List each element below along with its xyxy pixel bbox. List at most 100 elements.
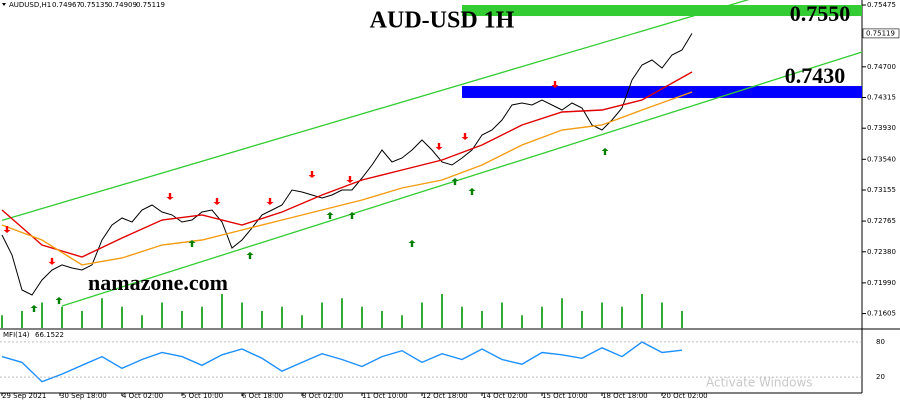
volume-bar — [541, 306, 543, 328]
volume-bar — [361, 306, 363, 328]
volume-bar — [81, 311, 83, 328]
zone-label: 0.7430 — [785, 63, 846, 88]
zone-label: 0.7550 — [790, 1, 851, 26]
header-low: 0.74909 — [108, 1, 137, 9]
header-close: 0.75119 — [136, 1, 165, 9]
volume-bar — [141, 315, 143, 328]
signal-arrow-down — [308, 170, 316, 178]
volume-bar — [401, 315, 403, 328]
y-tick-label: 0.73155 — [867, 186, 896, 194]
y-tick-label: 0.73540 — [867, 155, 896, 163]
site-name: namazone.com — [88, 270, 228, 295]
signal-arrow-down — [346, 175, 354, 183]
volume-bar — [561, 298, 563, 328]
y-tick-label: 0.72380 — [867, 248, 896, 256]
signal-arrow-down — [461, 133, 469, 141]
signal-arrow-down — [551, 81, 559, 89]
header-high: 0.75135 — [80, 1, 109, 9]
mfi-tick-label: 80 — [876, 338, 885, 346]
volume-bar — [381, 311, 383, 328]
x-tick-label: 5 Oct 10:00 — [182, 392, 223, 400]
x-tick-label: 30 Sep 18:00 — [60, 392, 107, 400]
signal-arrow-up — [468, 187, 476, 195]
volume-bar — [681, 311, 683, 328]
volume-bar — [1, 315, 3, 328]
volume-bar — [21, 311, 23, 328]
header-symbol: AUDUSD,H1 — [9, 1, 51, 9]
volume-bar — [301, 315, 303, 328]
mfi-label: MFI(14) — [3, 331, 30, 339]
signal-arrow-up — [30, 304, 38, 312]
volume-bar — [221, 294, 223, 328]
volume-bar — [261, 311, 263, 328]
signal-arrow-down — [266, 197, 274, 205]
y-tick-label: 0.73930 — [867, 124, 896, 132]
volume-bar — [661, 302, 663, 328]
volume-bar — [181, 311, 183, 328]
y-tick-label: 0.72765 — [867, 217, 896, 225]
volume-bar — [201, 306, 203, 328]
signal-arrow-up — [188, 239, 196, 247]
channel-line — [61, 51, 863, 307]
volume-bar — [161, 302, 163, 328]
volume-bar — [501, 302, 503, 328]
mfi-tick-label: 20 — [876, 373, 885, 381]
last-price-label: 0.75119 — [866, 29, 895, 37]
mfi-line — [1, 341, 683, 383]
x-tick-label: 20 Oct 02:00 — [662, 392, 708, 400]
x-tick-label: 29 Sep 2021 — [2, 392, 46, 400]
volume-bar — [621, 306, 623, 328]
volume-bar — [441, 294, 443, 328]
signal-arrow-up — [408, 239, 416, 247]
moving-average — [1, 91, 693, 266]
y-tick-label: 0.71990 — [867, 279, 896, 287]
volume-bar — [41, 302, 43, 328]
price-line — [1, 33, 693, 296]
x-tick-label: 12 Oct 18:00 — [422, 392, 468, 400]
y-tick-label: 0.75475 — [867, 1, 896, 9]
y-tick-label: 0.74315 — [867, 94, 896, 102]
mfi-value: 66.1522 — [35, 331, 64, 339]
volume-bar — [481, 311, 483, 328]
signal-arrow-down — [213, 197, 221, 205]
signal-arrow-up — [601, 147, 609, 155]
y-tick-label: 0.71605 — [867, 310, 896, 318]
volume-bar — [421, 302, 423, 328]
header-open: 0.74967 — [52, 1, 81, 9]
moving-average — [1, 71, 693, 258]
signal-arrow-up — [246, 251, 254, 259]
signal-arrow-up — [55, 296, 63, 304]
signal-arrow-up — [348, 211, 356, 219]
volume-bar — [601, 302, 603, 328]
x-tick-label: 11 Oct 10:00 — [362, 392, 408, 400]
channel-line — [1, 0, 750, 221]
signal-arrow-down — [3, 225, 11, 233]
watermark: Activate Windows — [706, 376, 813, 390]
signal-arrow-down — [435, 142, 443, 150]
last-price-box — [862, 28, 900, 39]
volume-bar — [101, 298, 103, 328]
x-tick-label: 8 Oct 02:00 — [302, 392, 343, 400]
x-tick-label: 15 Oct 10:00 — [542, 392, 588, 400]
volume-bar — [121, 306, 123, 328]
signal-arrow-up — [326, 211, 334, 219]
header-arrow — [2, 3, 6, 6]
price-zone — [462, 86, 862, 98]
x-tick-label: 6 Oct 18:00 — [242, 392, 283, 400]
plot-layer — [1, 0, 863, 383]
x-tick-label: 14 Oct 02:00 — [482, 392, 528, 400]
volume-bar — [461, 306, 463, 328]
chart-title: AUD-USD 1H — [370, 8, 515, 34]
volume-bar — [321, 302, 323, 328]
signal-arrow-down — [166, 192, 174, 200]
x-tick-label: 4 Oct 02:00 — [122, 392, 163, 400]
signal-arrow-down — [48, 257, 56, 265]
price-zone — [462, 5, 862, 17]
volume-bar — [341, 298, 343, 328]
volume-bar — [641, 294, 643, 328]
volume-bar — [61, 306, 63, 328]
signal-arrow-up — [451, 177, 459, 185]
volume-bar — [241, 302, 243, 328]
